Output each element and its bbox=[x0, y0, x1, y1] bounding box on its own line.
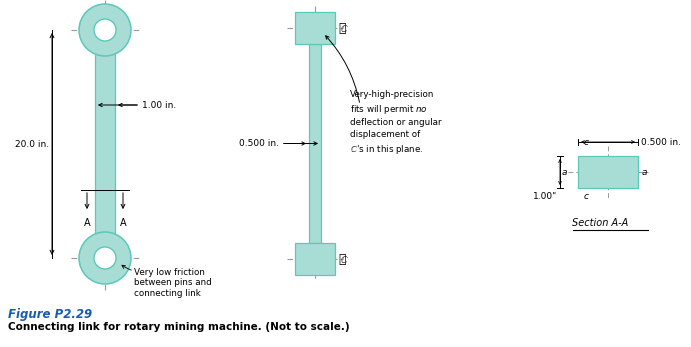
Circle shape bbox=[94, 247, 116, 269]
Text: Connecting link for rotary mining machine. (Not to scale.): Connecting link for rotary mining machin… bbox=[8, 322, 350, 332]
Text: $\mathbb{C}$: $\mathbb{C}$ bbox=[340, 23, 349, 34]
Text: Very-high-precision
fits will permit $\mathit{no}$
deflection or angular
displac: Very-high-precision fits will permit $\m… bbox=[350, 90, 442, 156]
Bar bbox=[95, 42, 115, 246]
Text: c: c bbox=[583, 192, 589, 201]
Text: ℄: ℄ bbox=[338, 22, 346, 35]
Circle shape bbox=[94, 19, 116, 41]
Text: 1.00 in.: 1.00 in. bbox=[142, 101, 176, 110]
Text: a: a bbox=[562, 168, 567, 177]
Text: c: c bbox=[583, 138, 589, 147]
Text: Very low friction
between pins and
connecting link: Very low friction between pins and conne… bbox=[134, 268, 211, 298]
Bar bbox=[295, 12, 335, 44]
Text: 1.00": 1.00" bbox=[533, 192, 557, 201]
Circle shape bbox=[79, 4, 131, 56]
Bar bbox=[309, 44, 321, 243]
Text: $\mathbb{C}$: $\mathbb{C}$ bbox=[340, 254, 349, 265]
Text: Figure P2.29: Figure P2.29 bbox=[8, 308, 92, 321]
Text: 0.500 in.: 0.500 in. bbox=[239, 139, 279, 148]
Circle shape bbox=[79, 232, 131, 284]
Text: 20.0 in.: 20.0 in. bbox=[15, 139, 49, 149]
Text: Section A-A: Section A-A bbox=[572, 218, 628, 228]
Bar bbox=[578, 156, 638, 188]
Text: ℄: ℄ bbox=[338, 253, 346, 266]
Bar bbox=[295, 243, 335, 275]
Text: 0.500 in.: 0.500 in. bbox=[641, 137, 681, 146]
Text: A: A bbox=[84, 218, 91, 228]
Text: A: A bbox=[120, 218, 126, 228]
Text: a: a bbox=[642, 168, 647, 177]
